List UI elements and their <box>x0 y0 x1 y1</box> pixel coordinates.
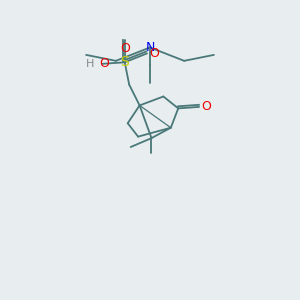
Text: O: O <box>202 100 212 113</box>
Text: H: H <box>86 59 95 69</box>
Text: N: N <box>145 41 155 54</box>
Text: O: O <box>149 47 159 60</box>
Text: O: O <box>120 42 130 55</box>
Text: S: S <box>120 55 129 69</box>
Text: O: O <box>99 57 109 70</box>
